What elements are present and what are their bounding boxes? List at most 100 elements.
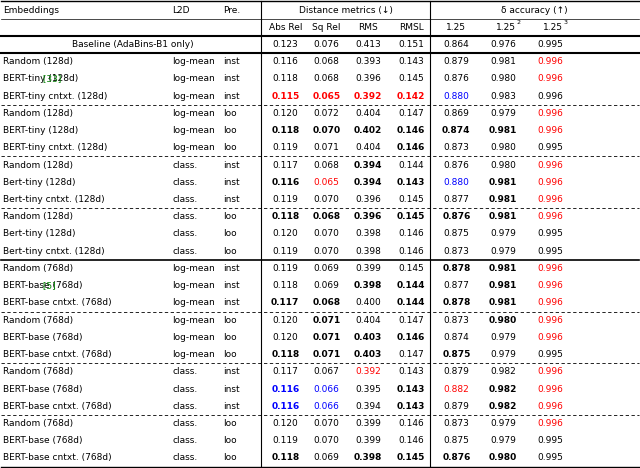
Text: BERT-tiny (128d): BERT-tiny (128d) <box>3 126 79 135</box>
Text: 0.873: 0.873 <box>444 315 469 325</box>
Text: Sq Rel: Sq Rel <box>312 23 341 32</box>
Text: inst: inst <box>223 385 240 394</box>
Text: 0.400: 0.400 <box>355 299 381 307</box>
Text: 0.146: 0.146 <box>397 143 426 153</box>
Text: loo: loo <box>223 212 237 221</box>
Text: 0.995: 0.995 <box>538 436 563 445</box>
Text: 0.068: 0.068 <box>314 74 340 83</box>
Text: 0.069: 0.069 <box>314 264 340 273</box>
Text: 0.876: 0.876 <box>444 161 469 169</box>
Text: 0.880: 0.880 <box>444 178 469 187</box>
Text: 0.146: 0.146 <box>398 436 424 445</box>
Text: 0.981: 0.981 <box>489 212 517 221</box>
Text: Random (768d): Random (768d) <box>3 315 74 325</box>
Text: inst: inst <box>223 264 240 273</box>
Text: 0.981: 0.981 <box>489 281 517 290</box>
Text: 0.979: 0.979 <box>490 436 516 445</box>
Text: 0.145: 0.145 <box>397 453 426 462</box>
Text: 0.115: 0.115 <box>271 92 300 101</box>
Text: 0.403: 0.403 <box>354 350 382 359</box>
Text: 0.996: 0.996 <box>538 195 563 204</box>
Text: Embeddings: Embeddings <box>3 6 60 15</box>
Text: 0.996: 0.996 <box>538 299 563 307</box>
Text: 0.146: 0.146 <box>397 333 426 342</box>
Text: 0.070: 0.070 <box>314 195 340 204</box>
Text: Random (768d): Random (768d) <box>3 264 74 273</box>
Text: 0.069: 0.069 <box>314 281 340 290</box>
Text: 0.980: 0.980 <box>490 74 516 83</box>
Text: 0.980: 0.980 <box>489 315 517 325</box>
Text: loo: loo <box>223 350 237 359</box>
Text: δ accuracy (↑): δ accuracy (↑) <box>501 6 568 15</box>
Text: log-mean: log-mean <box>172 264 215 273</box>
Text: 0.983: 0.983 <box>490 92 516 101</box>
Text: 0.119: 0.119 <box>273 247 298 256</box>
Text: class.: class. <box>172 229 197 239</box>
Text: log-mean: log-mean <box>172 281 215 290</box>
Text: Bert-tiny (128d): Bert-tiny (128d) <box>3 178 76 187</box>
Text: log-mean: log-mean <box>172 74 215 83</box>
Text: 0.120: 0.120 <box>273 419 298 428</box>
Text: 0.076: 0.076 <box>314 40 340 49</box>
Text: Random (768d): Random (768d) <box>3 367 74 376</box>
Text: 0.875: 0.875 <box>444 229 469 239</box>
Text: 0.873: 0.873 <box>444 247 469 256</box>
Text: 0.119: 0.119 <box>273 264 298 273</box>
Text: 0.402: 0.402 <box>354 126 382 135</box>
Text: 0.398: 0.398 <box>354 453 382 462</box>
Text: inst: inst <box>223 57 240 66</box>
Text: 0.399: 0.399 <box>355 264 381 273</box>
Text: 0.392: 0.392 <box>355 367 381 376</box>
Text: 0.995: 0.995 <box>538 247 563 256</box>
Text: 0.145: 0.145 <box>397 212 426 221</box>
Text: BERT-base cntxt. (768d): BERT-base cntxt. (768d) <box>3 453 112 462</box>
Text: log-mean: log-mean <box>172 126 215 135</box>
Text: 0.120: 0.120 <box>273 229 298 239</box>
Text: class.: class. <box>172 161 197 169</box>
Text: class.: class. <box>172 453 197 462</box>
Text: loo: loo <box>223 419 237 428</box>
Text: BERT-base cntxt. (768d): BERT-base cntxt. (768d) <box>3 350 112 359</box>
Text: log-mean: log-mean <box>172 109 215 118</box>
Text: 0.118: 0.118 <box>273 281 298 290</box>
Text: log-mean: log-mean <box>172 333 215 342</box>
Text: Pre.: Pre. <box>223 6 241 15</box>
Text: 0.869: 0.869 <box>444 109 469 118</box>
Text: 0.878: 0.878 <box>442 299 470 307</box>
Text: 0.995: 0.995 <box>538 229 563 239</box>
Text: 0.119: 0.119 <box>273 143 298 153</box>
Text: 0.068: 0.068 <box>312 212 340 221</box>
Text: 0.398: 0.398 <box>355 229 381 239</box>
Text: 0.981: 0.981 <box>489 264 517 273</box>
Text: inst: inst <box>223 299 240 307</box>
Text: 0.120: 0.120 <box>273 333 298 342</box>
Text: 0.396: 0.396 <box>355 74 381 83</box>
Text: 0.068: 0.068 <box>312 299 340 307</box>
Text: inst: inst <box>223 161 240 169</box>
Text: 0.071: 0.071 <box>312 315 341 325</box>
Text: 0.117: 0.117 <box>273 367 298 376</box>
Text: 0.120: 0.120 <box>273 315 298 325</box>
Text: 0.117: 0.117 <box>273 161 298 169</box>
Text: 0.069: 0.069 <box>314 453 340 462</box>
Text: inst: inst <box>223 195 240 204</box>
Text: class.: class. <box>172 178 197 187</box>
Text: inst: inst <box>223 402 240 411</box>
Text: BERT-tiny cntxt. (128d): BERT-tiny cntxt. (128d) <box>3 92 108 101</box>
Text: 0.142: 0.142 <box>397 92 426 101</box>
Text: class.: class. <box>172 367 197 376</box>
Text: class.: class. <box>172 212 197 221</box>
Text: BERT-tiny cntxt. (128d): BERT-tiny cntxt. (128d) <box>3 143 108 153</box>
Text: 0.143: 0.143 <box>397 402 426 411</box>
Text: loo: loo <box>223 247 237 256</box>
Text: 0.118: 0.118 <box>271 212 300 221</box>
Text: 0.981: 0.981 <box>489 126 517 135</box>
Text: 0.873: 0.873 <box>444 419 469 428</box>
Text: BERT-base (768d): BERT-base (768d) <box>3 281 83 290</box>
Text: 0.146: 0.146 <box>398 419 424 428</box>
Text: 0.392: 0.392 <box>354 92 382 101</box>
Text: 0.070: 0.070 <box>314 436 340 445</box>
Text: [5]: [5] <box>40 281 56 290</box>
Text: 0.065: 0.065 <box>312 92 340 101</box>
Text: 0.118: 0.118 <box>271 453 300 462</box>
